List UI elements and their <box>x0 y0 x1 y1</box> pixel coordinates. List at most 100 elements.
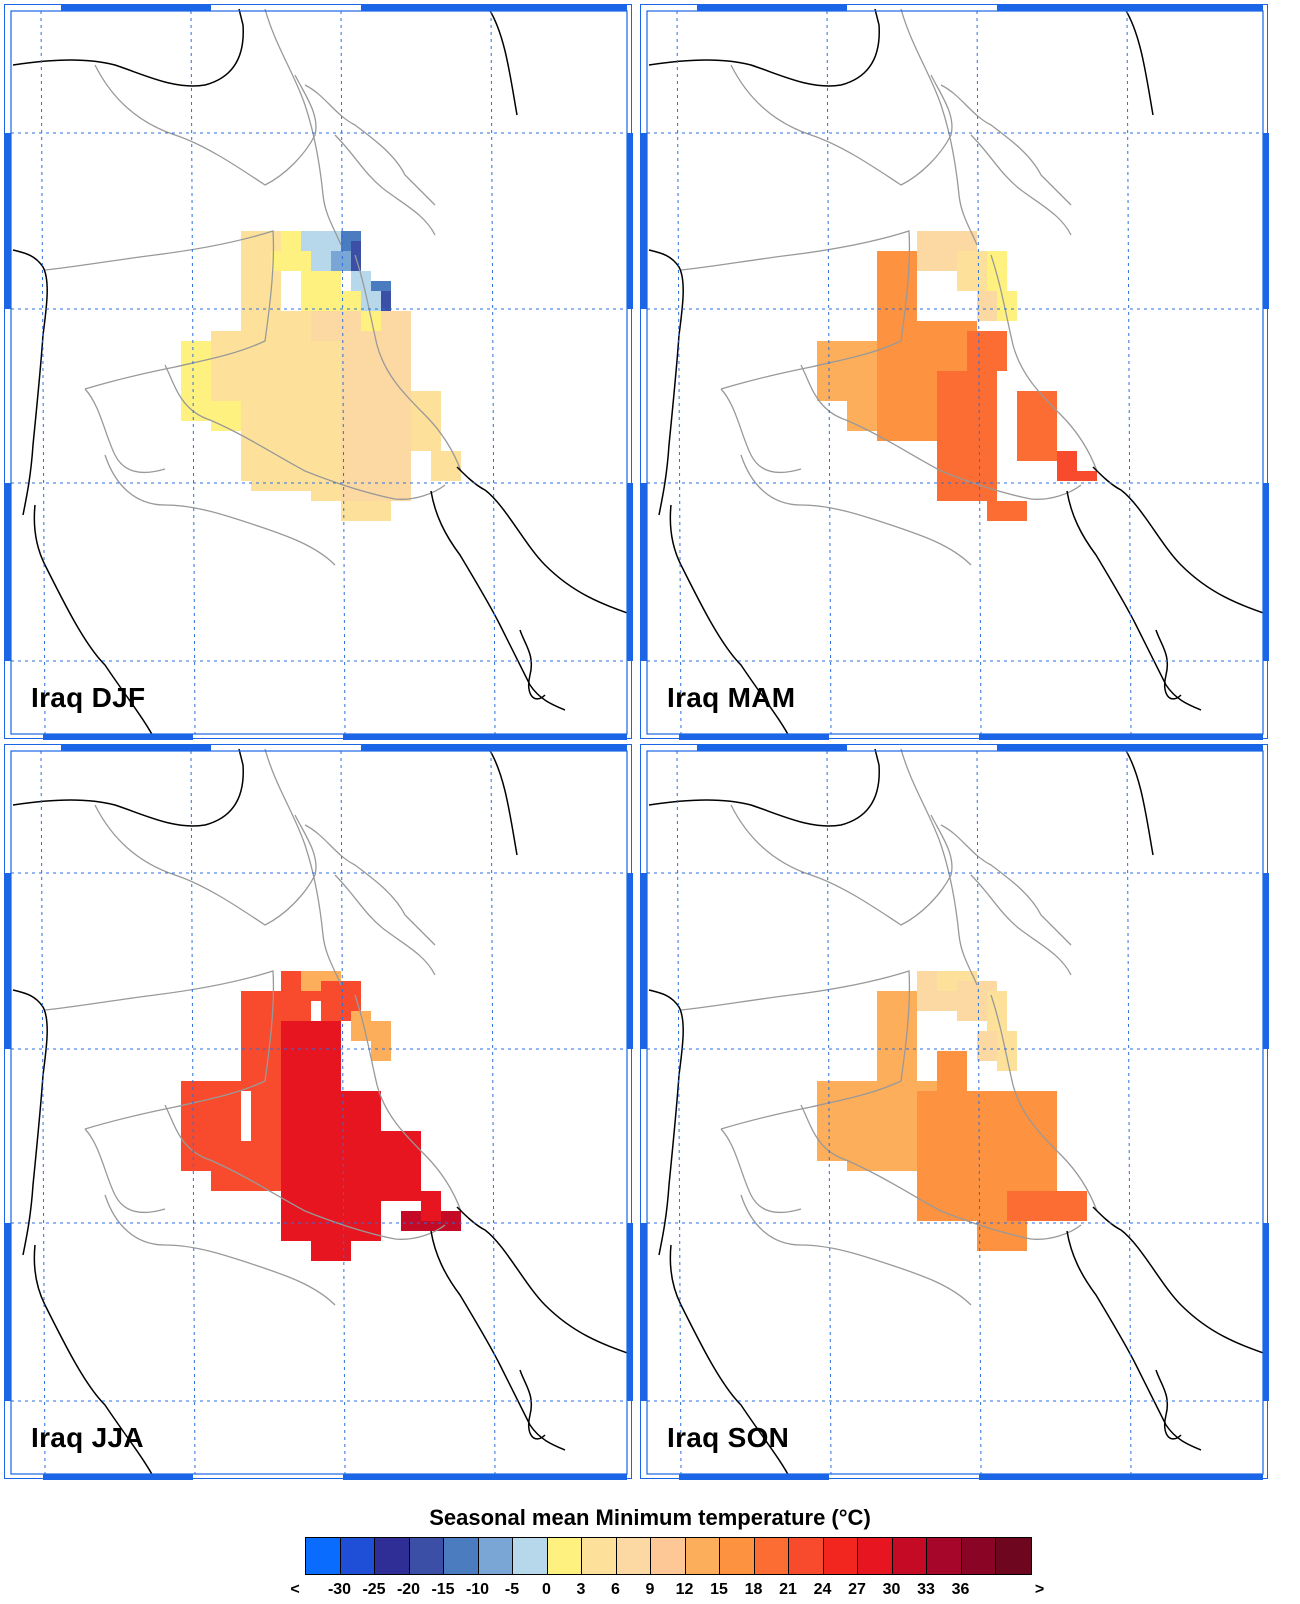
temperature-cell <box>281 1021 341 1091</box>
coastline <box>648 748 880 827</box>
frame-tick-segment <box>1263 483 1269 661</box>
coastline <box>648 8 880 87</box>
legend-swatch <box>961 1538 996 1574</box>
legend-colorbar <box>305 1537 1032 1575</box>
temperature-cell <box>1057 451 1077 481</box>
legend-tick-label: 27 <box>848 1581 866 1598</box>
legend-swatch <box>892 1538 927 1574</box>
temperature-cell <box>311 481 341 501</box>
longitude-gridline <box>340 750 346 1475</box>
frame-tick-segment <box>641 873 647 1049</box>
frame-tick-segment <box>61 745 211 751</box>
panel-label: Iraq JJA <box>31 1422 144 1453</box>
temperature-cell <box>311 311 341 341</box>
frame-tick-segment <box>697 745 847 751</box>
frame-tick-segment <box>627 873 633 1049</box>
country-border <box>94 804 317 926</box>
coastline <box>456 1206 633 1356</box>
coastline <box>12 249 48 516</box>
temperature-cell <box>301 231 341 251</box>
country-border <box>164 1104 446 1240</box>
coastline <box>12 748 244 827</box>
country-border <box>354 994 462 1212</box>
frame-tick-segment <box>679 734 829 740</box>
temperature-cell <box>937 1051 967 1091</box>
temperature-cell <box>997 291 1017 321</box>
coastline <box>12 989 48 1256</box>
country-border <box>264 748 342 986</box>
frame-tick-segment <box>627 1223 633 1401</box>
country-border <box>970 874 1072 976</box>
legend-tick-label: 6 <box>611 1581 620 1598</box>
frame-tick-segment <box>1117 734 1263 740</box>
frame-tick-segment <box>1147 745 1263 751</box>
country-border <box>264 8 342 246</box>
temperature-cell <box>241 231 281 321</box>
map-frame <box>646 10 1264 735</box>
legend-tick-label: -10 <box>465 1581 490 1598</box>
temperature-cell <box>281 231 301 251</box>
longitude-gridline <box>40 10 46 735</box>
temperature-cell <box>937 371 997 501</box>
coastline <box>33 504 156 740</box>
legend-swatch <box>444 1538 479 1574</box>
legend-swatch <box>306 1538 341 1574</box>
panel-label: Iraq MAM <box>667 682 796 713</box>
coastline <box>648 249 684 516</box>
frame-tick-segment <box>43 734 193 740</box>
frame-tick-segment <box>641 483 647 661</box>
longitude-gridline <box>490 750 496 1475</box>
coastline <box>33 1244 156 1480</box>
longitude-gridline <box>190 10 196 735</box>
legend-tick-labels: < -30 -25 -20 -15 -10 -5 0 3 6 9 12 15 18 21 24 27 30 33 36… <box>290 1581 1044 1603</box>
temperature-cell <box>421 1191 441 1221</box>
legend-tick-label: 18 <box>744 1581 763 1598</box>
temperature-cell <box>431 451 461 481</box>
country-border <box>990 994 1098 1212</box>
country-border <box>334 874 436 976</box>
legend-swatch <box>547 1538 582 1574</box>
country-border <box>800 1104 1082 1240</box>
temperature-cell <box>1057 1191 1077 1221</box>
country-border <box>730 64 953 186</box>
temperature-cell <box>301 271 341 311</box>
color-legend: Seasonal mean Minimum temperature (°C) <… <box>0 1505 1300 1604</box>
coastline <box>1124 748 1154 856</box>
coastline <box>669 504 792 740</box>
frame-tick-segment <box>343 734 493 740</box>
legend-swatch <box>927 1538 962 1574</box>
country-border <box>334 134 436 236</box>
legend-tick-label: 24 <box>813 1581 832 1598</box>
country-border <box>730 804 953 926</box>
frame-tick-segment <box>1263 1223 1269 1401</box>
longitude-gridline <box>1126 750 1132 1475</box>
frame-tick-segment <box>343 1474 493 1480</box>
coastline <box>1155 1369 1182 1440</box>
temperature-cell <box>877 251 917 321</box>
frame-tick-segment <box>1117 1474 1263 1480</box>
frame-tick-segment <box>997 745 1147 751</box>
longitude-gridline <box>976 10 982 735</box>
coastline <box>1066 490 1202 711</box>
temperature-cell <box>1017 391 1057 461</box>
coastline <box>488 748 518 856</box>
temperature-cell <box>361 291 381 311</box>
temperature-cell <box>987 501 1027 521</box>
country-border <box>940 84 1072 206</box>
legend-tick-label: < <box>290 1581 300 1598</box>
legend-title: Seasonal mean Minimum temperature (°C) <box>429 1505 871 1530</box>
temperature-cell <box>311 1241 351 1261</box>
map-svg <box>5 745 633 1480</box>
temperature-cell <box>411 391 441 451</box>
longitude-gridline <box>826 750 832 1475</box>
coastline <box>456 466 633 616</box>
coastline <box>430 1230 566 1451</box>
legend-tick-label: 30 <box>882 1581 901 1598</box>
legend-swatch <box>685 1538 720 1574</box>
legend-swatch <box>478 1538 513 1574</box>
legend-tick-label: 0 <box>542 1581 551 1598</box>
legend-swatch <box>616 1538 651 1574</box>
longitude-gridline <box>976 750 982 1475</box>
temperature-cell <box>967 331 1007 371</box>
temperature-cell <box>351 271 371 291</box>
